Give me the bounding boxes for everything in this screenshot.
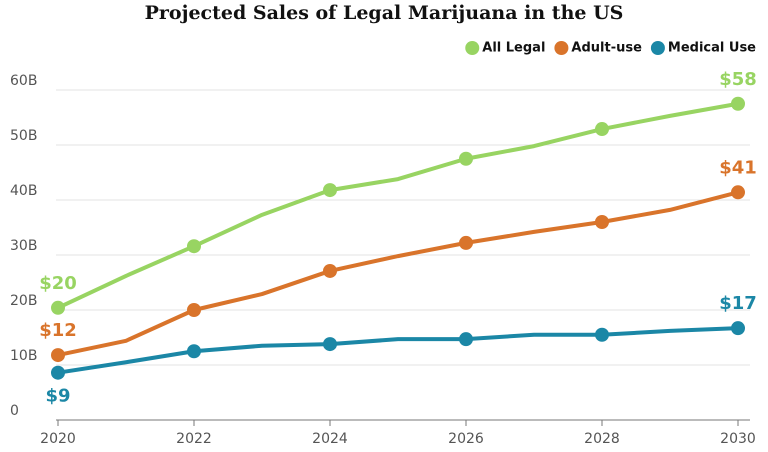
x-tick-label: 2022 — [176, 431, 212, 447]
series-line — [57, 101, 739, 310]
point-marker — [731, 185, 745, 200]
point-marker — [187, 239, 201, 254]
x-tick-label: 2024 — [312, 431, 348, 447]
x-tick-label: 2030 — [720, 431, 756, 447]
value-label: $12 — [39, 320, 77, 341]
x-tick-label: 2020 — [40, 431, 76, 447]
legend-label: Adult-use — [571, 41, 642, 56]
point-marker — [187, 303, 201, 317]
legend-label: All Legal — [482, 41, 545, 56]
y-tick-label: 10B — [10, 348, 37, 364]
y-tick-label: 50B — [10, 128, 37, 144]
point-marker — [595, 122, 609, 137]
legend-marker — [650, 41, 665, 55]
point-marker — [323, 263, 337, 278]
legend-marker — [465, 41, 480, 55]
y-tick-label: 60B — [10, 73, 37, 89]
value-label: $9 — [45, 386, 70, 407]
x-tick-label: 2026 — [448, 431, 484, 447]
point-marker — [595, 327, 609, 342]
point-marker — [323, 183, 337, 198]
y-tick-label: 0 — [10, 403, 19, 419]
series-line — [57, 190, 739, 358]
point-marker — [459, 235, 473, 250]
y-tick-label: 40B — [10, 183, 37, 199]
point-marker — [51, 300, 65, 315]
value-label: $58 — [719, 69, 757, 90]
point-marker — [51, 348, 65, 363]
point-marker — [187, 344, 201, 359]
point-marker — [323, 337, 337, 352]
value-label: $17 — [719, 293, 757, 314]
legend-label: Medical Use — [668, 41, 756, 56]
point-marker — [459, 151, 473, 166]
point-marker — [731, 96, 745, 111]
point-marker — [459, 332, 473, 347]
point-marker — [51, 365, 65, 380]
chart-title: Projected Sales of Legal Marijuana in th… — [145, 2, 624, 24]
series-line — [57, 326, 739, 375]
x-tick-label: 2028 — [584, 431, 620, 447]
point-marker — [595, 215, 609, 229]
point-marker — [731, 321, 745, 336]
value-label: $41 — [719, 157, 757, 178]
legend-marker — [554, 41, 569, 55]
value-label: $20 — [39, 273, 77, 294]
y-tick-label: 30B — [10, 238, 37, 254]
y-tick-label: 20B — [10, 293, 37, 309]
